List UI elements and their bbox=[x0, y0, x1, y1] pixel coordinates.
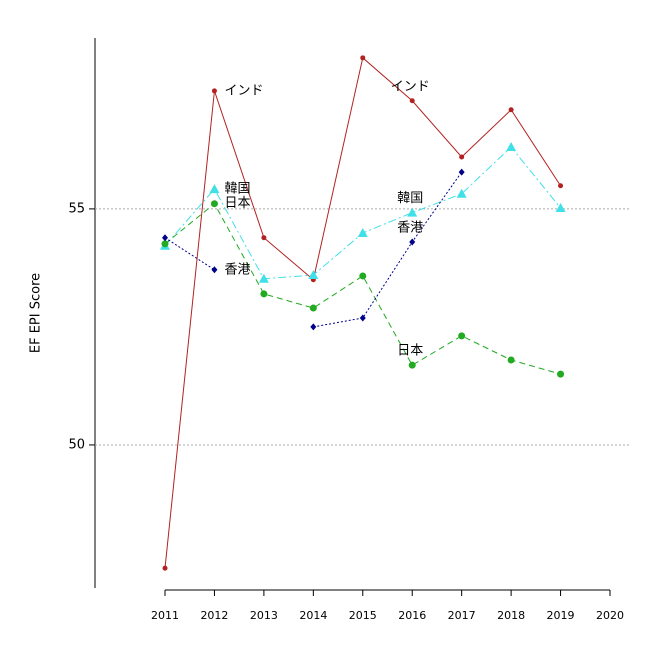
x-tick-label: 2020 bbox=[596, 609, 624, 622]
x-tick-label: 2015 bbox=[349, 609, 377, 622]
series-line bbox=[164, 171, 463, 328]
x-tick-label: 2013 bbox=[250, 609, 278, 622]
y-tick-label: 55 bbox=[68, 201, 85, 216]
point bbox=[310, 323, 317, 331]
point bbox=[211, 266, 218, 274]
point bbox=[359, 314, 366, 322]
series-label: インド bbox=[391, 79, 430, 94]
point bbox=[456, 188, 467, 198]
series-line bbox=[164, 202, 561, 375]
point bbox=[558, 183, 564, 189]
point bbox=[407, 207, 418, 217]
point bbox=[557, 370, 565, 378]
point bbox=[359, 272, 367, 280]
y-tick-label: 50 bbox=[68, 437, 85, 452]
point bbox=[258, 273, 269, 283]
point bbox=[555, 202, 566, 212]
series-label: 日本 bbox=[224, 196, 250, 211]
point bbox=[409, 238, 416, 246]
series-line bbox=[164, 56, 561, 569]
series-label: 韓国 bbox=[224, 182, 250, 197]
x-tick-label: 2019 bbox=[547, 609, 575, 622]
point bbox=[458, 168, 465, 176]
point bbox=[260, 290, 268, 298]
series-label: 香港 bbox=[397, 220, 423, 235]
point bbox=[459, 154, 465, 160]
point bbox=[211, 88, 217, 94]
point bbox=[210, 200, 218, 208]
x-tick-label: 2018 bbox=[497, 609, 525, 622]
point bbox=[162, 565, 168, 571]
point bbox=[458, 332, 466, 340]
point bbox=[507, 356, 515, 364]
point bbox=[508, 107, 514, 113]
point bbox=[308, 269, 319, 279]
point bbox=[309, 304, 317, 312]
point bbox=[506, 142, 517, 152]
point bbox=[209, 184, 220, 194]
series-label: 香港 bbox=[224, 262, 250, 277]
series-label: 韓国 bbox=[397, 191, 423, 206]
point bbox=[357, 227, 368, 237]
x-tick-label: 2011 bbox=[151, 609, 179, 622]
point bbox=[261, 235, 267, 241]
point bbox=[161, 240, 169, 248]
point bbox=[408, 361, 416, 369]
x-tick-label: 2012 bbox=[200, 609, 228, 622]
x-tick-label: 2014 bbox=[299, 609, 327, 622]
x-tick-label: 2017 bbox=[448, 609, 476, 622]
x-tick-label: 2016 bbox=[398, 609, 426, 622]
series-label: インド bbox=[224, 83, 263, 98]
point bbox=[162, 234, 168, 242]
point bbox=[360, 55, 366, 61]
y-axis-label: EF EPI Score bbox=[29, 273, 44, 353]
series-label: 日本 bbox=[397, 344, 423, 359]
series-line bbox=[164, 146, 561, 280]
point bbox=[409, 98, 415, 104]
